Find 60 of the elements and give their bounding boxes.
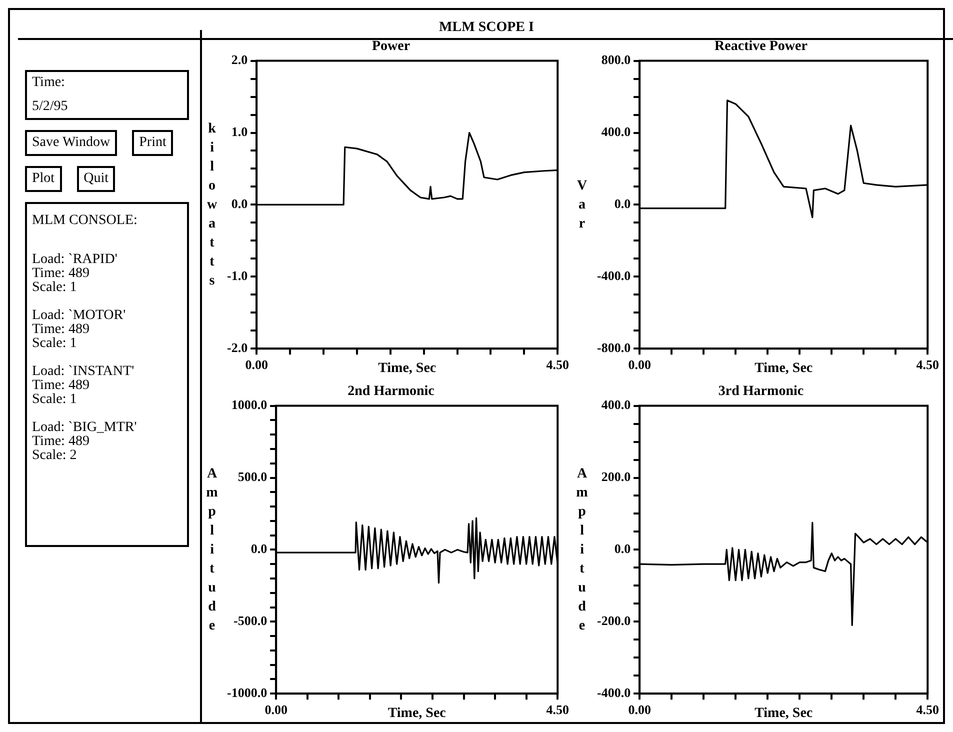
text: MLM CONSOLE: xyxy=(32,213,138,229)
text: Load: `RAPID' xyxy=(32,252,118,267)
y-tick-label: -400.0 xyxy=(596,268,631,284)
y-tick-label: 0.0 xyxy=(614,196,631,212)
text: Print xyxy=(132,130,174,156)
x-axis-title: Time, Sec xyxy=(754,706,813,722)
text: Load: `BIG_MTR' xyxy=(32,420,138,435)
x-tick-label: 0.00 xyxy=(628,356,651,372)
y-tick-label: -400.0 xyxy=(596,684,631,700)
y-tick-label: 400.0 xyxy=(601,124,631,140)
text: Save Window xyxy=(25,130,118,156)
y-tick-label: 0.0 xyxy=(614,541,631,556)
text: Scale: 1 xyxy=(32,392,78,407)
y-tick-label: 800.0 xyxy=(601,52,631,68)
text: MLM SCOPE I xyxy=(18,18,953,40)
text: Scale: 1 xyxy=(32,280,78,295)
y-tick-label: 200.0 xyxy=(601,469,631,484)
text: Scale: 2 xyxy=(32,448,78,463)
text: Quit xyxy=(76,166,116,192)
y-tick-label: 500.0 xyxy=(238,469,268,484)
y-tick-label: 1.0 xyxy=(231,124,248,140)
x-axis-title: Time, Sec xyxy=(388,706,446,722)
text: Time: xyxy=(32,75,66,91)
y-tick-label: 0.0 xyxy=(231,196,248,212)
chart-title: 3rd Harmonic xyxy=(718,384,804,400)
chart-title: Reactive Power xyxy=(714,39,808,54)
text: Load: `MOTOR' xyxy=(32,308,127,323)
y-tick-label: -1000.0 xyxy=(226,684,268,700)
text: Time: 489 xyxy=(32,378,90,393)
chart-title: Power xyxy=(372,39,410,54)
y-tick-label: 0.0 xyxy=(250,541,268,556)
x-tick-label: 0.00 xyxy=(628,702,651,717)
y-tick-label: 1000.0 xyxy=(231,397,268,412)
y-tick-label: -800.0 xyxy=(596,340,631,355)
x-tick-label: 4.50 xyxy=(916,356,939,372)
text: Time: 489 xyxy=(32,434,90,449)
text: Time: 489 xyxy=(32,322,90,337)
text: Plot xyxy=(25,166,62,192)
text: Scale: 1 xyxy=(32,336,78,351)
text: Time: 489 xyxy=(32,266,90,281)
x-tick-label: 4.50 xyxy=(546,702,569,717)
text: Load: `INSTANT' xyxy=(32,364,136,379)
x-axis-title: Time, Sec xyxy=(754,361,813,376)
y-tick-label: 400.0 xyxy=(601,397,631,412)
chart-title: 2nd Harmonic xyxy=(348,384,434,400)
x-tick-label: 4.50 xyxy=(916,702,939,717)
x-axis-title: Time, Sec xyxy=(378,361,436,376)
y-tick-label: -200.0 xyxy=(596,613,631,628)
text: Amplitude xyxy=(576,466,588,634)
x-tick-label: 0.00 xyxy=(264,702,288,717)
y-tick-label: -2.0 xyxy=(226,340,248,355)
y-tick-label: -500.0 xyxy=(233,613,268,628)
text: kilowatts xyxy=(206,121,218,288)
y-tick-label: -1.0 xyxy=(226,268,248,284)
text: Amplitude xyxy=(206,466,218,634)
text: 5/2/95 xyxy=(32,99,69,115)
y-axis-title: Var xyxy=(576,178,588,232)
y-tick-label: 2.0 xyxy=(231,52,248,68)
x-tick-label: 4.50 xyxy=(546,356,569,372)
x-tick-label: 0.00 xyxy=(245,356,268,372)
